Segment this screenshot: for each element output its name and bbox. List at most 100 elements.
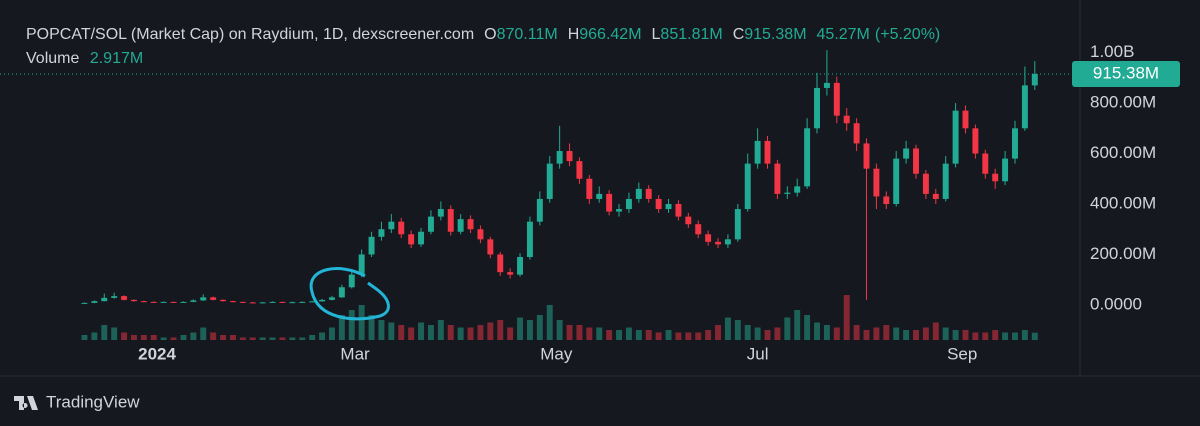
volume-bar bbox=[348, 310, 355, 340]
volume-bar bbox=[635, 330, 642, 340]
candle-body bbox=[853, 123, 860, 144]
candle-body bbox=[259, 302, 266, 304]
candle-body bbox=[91, 301, 98, 303]
candle-body bbox=[774, 163, 781, 194]
candle-body bbox=[328, 297, 335, 300]
candle-body bbox=[922, 173, 929, 194]
volume-bar bbox=[160, 337, 167, 340]
volume-bar bbox=[992, 330, 999, 340]
volume-bar bbox=[1031, 332, 1038, 340]
candle-body bbox=[210, 297, 217, 300]
candle-body bbox=[833, 82, 840, 116]
candle-body bbox=[408, 234, 415, 245]
volume-bar bbox=[398, 325, 405, 340]
volume-legend: Volume 2.917M bbox=[26, 50, 143, 68]
volume-bar bbox=[715, 325, 721, 340]
candle-body bbox=[724, 239, 731, 245]
volume-bar bbox=[269, 337, 276, 340]
change-pct: (+5.20%) bbox=[874, 26, 941, 43]
volume-bar bbox=[447, 325, 454, 340]
y-tick-label: 0.0000 bbox=[1090, 294, 1142, 313]
candle-body bbox=[249, 302, 256, 304]
volume-bar bbox=[794, 310, 801, 340]
candle-body bbox=[200, 297, 207, 301]
candle-body bbox=[843, 115, 850, 124]
candle-body bbox=[220, 299, 227, 302]
x-tick-label: Jul bbox=[747, 344, 769, 363]
volume-bar bbox=[823, 325, 830, 340]
candle-body bbox=[309, 301, 316, 303]
candle-body bbox=[299, 301, 306, 303]
volume-bar bbox=[903, 330, 910, 340]
x-tick-label: Sep bbox=[947, 344, 977, 363]
volume-bar bbox=[655, 332, 662, 340]
candle-body bbox=[635, 188, 642, 199]
volume-bar bbox=[180, 335, 187, 340]
volume-bar bbox=[695, 332, 702, 340]
volume-bar bbox=[784, 317, 791, 340]
candle-body bbox=[358, 254, 365, 275]
volume-bar bbox=[734, 320, 741, 340]
candle-body bbox=[130, 299, 137, 302]
volume-bar bbox=[388, 322, 395, 340]
close-label: C bbox=[732, 26, 745, 43]
volume-bar bbox=[922, 327, 929, 340]
volume-bar bbox=[863, 330, 870, 340]
volume-bar bbox=[338, 315, 345, 340]
low-label: L bbox=[651, 26, 661, 43]
volume-bar bbox=[764, 330, 771, 340]
candle-body bbox=[1002, 158, 1009, 182]
candle-body bbox=[982, 153, 989, 174]
volume-bar bbox=[526, 320, 533, 340]
candle-body bbox=[972, 128, 979, 154]
last-price-label: 915.38M bbox=[1093, 63, 1159, 82]
volume-bar bbox=[259, 337, 266, 340]
candle-body bbox=[378, 229, 385, 237]
x-tick-label: Mar bbox=[340, 344, 370, 363]
candle-body bbox=[507, 272, 514, 275]
y-tick-label: 400.00M bbox=[1090, 193, 1156, 212]
volume-bar bbox=[685, 332, 692, 340]
volume-bar bbox=[130, 335, 137, 340]
candle-body bbox=[744, 163, 751, 210]
candle-body bbox=[319, 299, 326, 302]
volume-bar bbox=[546, 305, 553, 340]
candle-body bbox=[903, 148, 910, 159]
volume-value: 2.917M bbox=[89, 50, 144, 67]
candle-body bbox=[190, 300, 197, 302]
candle-body bbox=[794, 186, 801, 193]
volume-label: Volume bbox=[26, 50, 80, 67]
candle-body bbox=[497, 254, 504, 273]
candle-body bbox=[289, 302, 296, 304]
volume-bar bbox=[556, 320, 563, 340]
candle-body bbox=[873, 168, 880, 197]
candle-body bbox=[546, 163, 553, 199]
candle-body bbox=[427, 216, 434, 232]
y-tick-label: 800.00M bbox=[1090, 93, 1156, 112]
volume-bar bbox=[586, 327, 593, 340]
low-value: 851.81M bbox=[660, 26, 723, 43]
candle-body bbox=[170, 301, 177, 303]
candle-body bbox=[121, 296, 128, 300]
volume-bar bbox=[190, 332, 197, 340]
volume-bar bbox=[328, 327, 335, 340]
volume-bar bbox=[913, 330, 919, 340]
candle-body bbox=[160, 301, 167, 303]
candle-body bbox=[913, 148, 919, 174]
title: POPCAT/SOL (Market Cap) on Raydium, 1D, … bbox=[26, 26, 475, 43]
candle-body bbox=[101, 297, 108, 302]
volume-bar bbox=[952, 330, 959, 340]
candle-body bbox=[517, 256, 524, 275]
candle-body bbox=[437, 209, 444, 217]
volume-bar bbox=[962, 330, 969, 340]
candle-body bbox=[1021, 85, 1028, 129]
volume-bar bbox=[279, 337, 286, 340]
candle-body bbox=[348, 274, 355, 288]
candle-body bbox=[734, 209, 741, 240]
candle-body bbox=[616, 209, 622, 212]
volume-bar bbox=[437, 320, 444, 340]
volume-bar bbox=[972, 332, 979, 340]
candle-body bbox=[477, 229, 484, 240]
candle-body bbox=[695, 224, 702, 235]
